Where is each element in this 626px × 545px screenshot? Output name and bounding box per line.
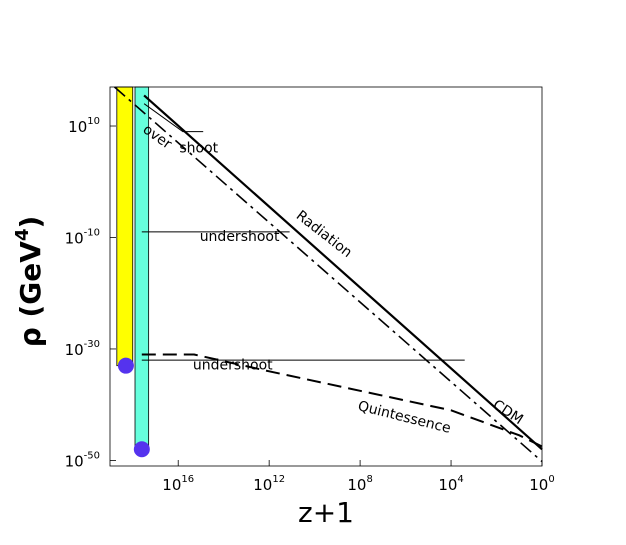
band-2 xyxy=(134,86,150,450)
y-tick-label-1: 1010 xyxy=(68,116,100,136)
marker-1 xyxy=(117,357,134,374)
y-axis-title-base: ρ (GeV xyxy=(14,241,47,348)
y-tick-label-4: 10-50 xyxy=(65,450,100,470)
series-line-2 xyxy=(113,86,543,463)
x-tick-label-1: 1016 xyxy=(162,474,194,494)
annotation-2: CDM xyxy=(490,397,526,428)
plot-frame xyxy=(109,86,543,467)
y-axis-title: ρ (GeV4) xyxy=(12,216,47,348)
series-line-4 xyxy=(143,103,204,133)
x-tick-label-4: 104 xyxy=(438,474,463,494)
x-tick-label-5: 100 xyxy=(529,474,554,494)
y-tick-label-2: 10-10 xyxy=(65,227,100,247)
x-tick-label-3: 108 xyxy=(347,474,372,494)
annotation-5: undershoot xyxy=(193,358,273,374)
annotation-1: Radiation xyxy=(293,208,355,261)
annotation-overshoot-part2: shoot xyxy=(179,140,218,156)
y-axis-title-close: ) xyxy=(14,216,47,229)
band-1 xyxy=(116,86,134,367)
x-axis-title: z+1 xyxy=(298,496,354,529)
marker-2 xyxy=(133,441,150,458)
series-line-1 xyxy=(143,94,543,451)
series-line-3 xyxy=(141,353,543,448)
annotation-4: undershoot xyxy=(200,229,280,245)
axis-ticks: 1016 1012 108 104 100 1010 10-10 10-30 10-50 xyxy=(65,116,555,494)
annotation-3: Quintessence xyxy=(356,398,452,437)
y-axis-title-exponent: 4 xyxy=(12,229,33,242)
plot-area: Radiation CDM Quintessence undershoot unders… xyxy=(113,86,543,463)
y-tick-label-3: 10-30 xyxy=(65,339,100,359)
x-tick-label-2: 1012 xyxy=(253,474,285,494)
